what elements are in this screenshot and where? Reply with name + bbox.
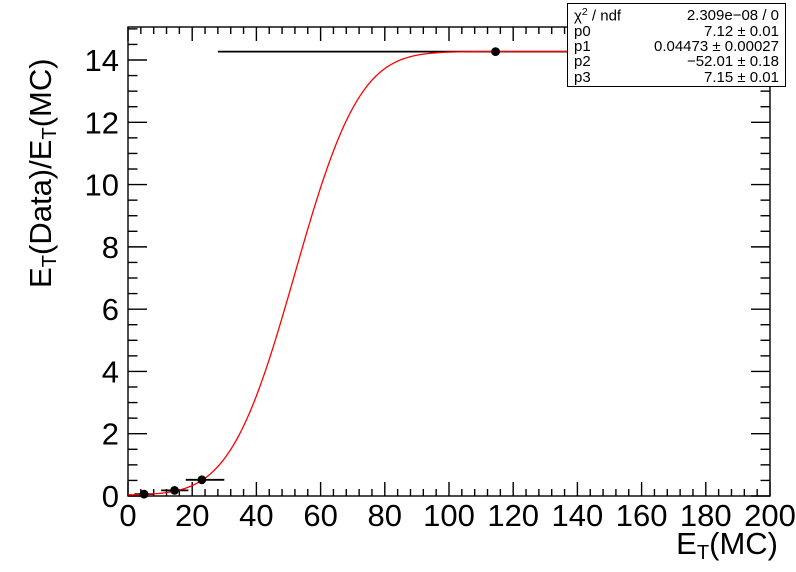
fit-curve [128,50,770,496]
y-tick-label: 0 [102,479,119,514]
error-bars [134,50,770,496]
x-axis-title: ET(MC) [488,526,778,564]
stats-p2-value: −52.01 ± 0.18 [686,53,779,71]
y-axis-title: ET(Data)/ET(MC) [23,58,61,288]
x-tick-label: 40 [239,498,273,533]
x-tick-label: 100 [423,498,475,533]
x-tick-label: 180 [680,498,732,533]
data-point-marker [170,485,179,495]
x-tick-label: 0 [119,498,136,533]
data-point-marker [491,47,500,57]
text-segment: E [676,526,697,561]
x-tick-label: 140 [552,498,604,533]
subscript: T [696,541,710,564]
stats-row-chi2: χ2 / ndf 2.309e−08 / 0 [568,5,785,23]
text-segment: (MC) [23,58,58,128]
subscript: T [38,255,61,268]
data-point-marker [139,489,149,499]
x-tick-label: 60 [303,498,337,533]
stats-row-p1: p1 0.04473 ± 0.00027 [568,39,785,54]
text-segment: (Data)/E [23,139,58,255]
text-segment: (MC) [709,526,778,561]
y-tick-label: 12 [85,105,119,140]
x-tick-label: 80 [368,498,402,533]
x-tick-label: 160 [616,498,668,533]
stats-p3-value: 7.15 ± 0.01 [704,68,779,86]
x-tick-label: 20 [175,498,209,533]
axis-tick-labels: 0 20 40 60 80 100 120 140 160 180 200 0 2 4 6 8 10 12 14 [85,43,796,533]
data-points [139,47,500,499]
data-point-marker [197,475,207,485]
stats-chi2-label: χ2 / ndf [574,5,621,23]
stats-row-p3: p3 7.15 ± 0.01 [568,70,785,85]
x-tick-label: 200 [744,498,796,533]
stats-p0-value: 7.12 ± 0.01 [704,22,779,40]
stats-p0-label: p0 [574,22,591,40]
stats-row-p0: p0 7.12 ± 0.01 [568,24,785,39]
stats-p3-label: p3 [574,68,591,86]
subscript: T [38,127,61,140]
stats-chi2-value: 2.309e−08 / 0 [686,7,779,25]
stats-box[interactable]: χ2 / ndf 2.309e−08 / 0 p0 7.12 ± 0.01 p1… [567,3,786,87]
y-tick-label: 2 [102,417,119,452]
stats-p2-label: p2 [574,53,591,71]
text-segment: / ndf [587,7,622,25]
text-segment: E [23,267,58,288]
stats-row-p2: p2 −52.01 ± 0.18 [568,54,785,69]
stats-p1-label: p1 [574,38,591,56]
stats-p1-value: 0.04473 ± 0.00027 [653,38,779,56]
plot-frame [127,26,771,497]
y-tick-label: 14 [85,43,119,78]
axis-ticks [127,27,771,497]
y-tick-label: 10 [85,168,119,203]
text-segment: χ [574,7,582,25]
y-tick-label: 8 [102,230,119,265]
y-tick-label: 6 [102,292,119,327]
superscript: 2 [581,6,588,19]
y-tick-label: 4 [102,354,119,389]
x-tick-label: 120 [487,498,539,533]
